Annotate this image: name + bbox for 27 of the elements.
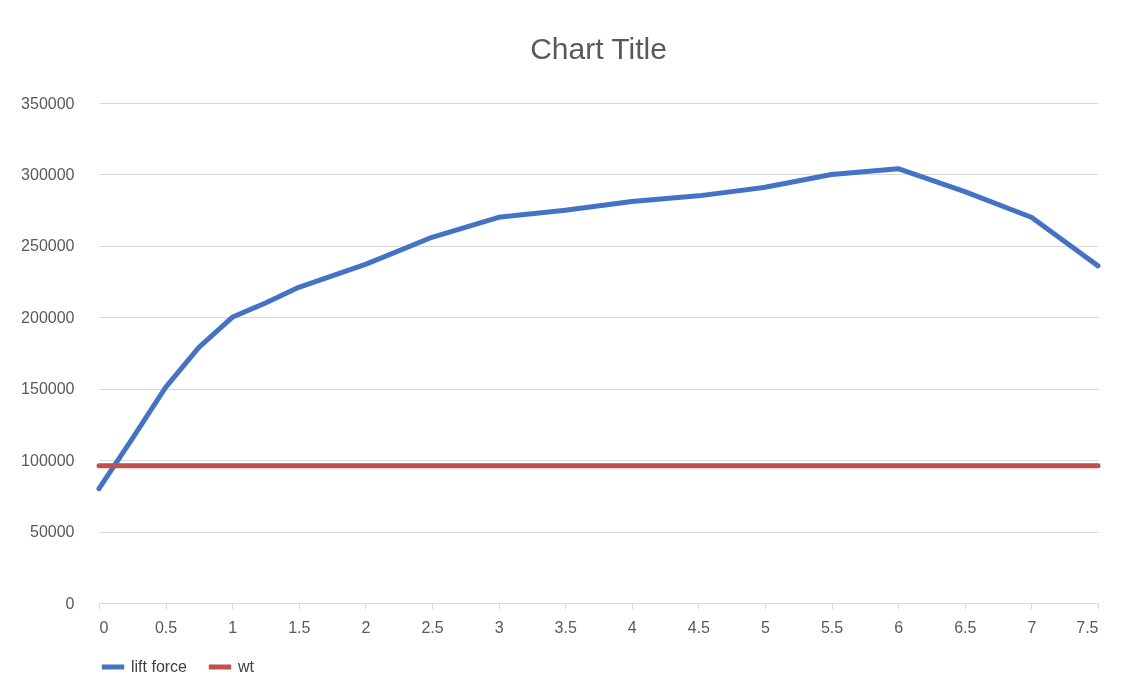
x-tick-label: 5 [761,618,771,636]
y-tick-label: 250000 [21,237,75,255]
x-tick-label: 7.5 [1076,618,1099,636]
y-tick-label: 300000 [21,165,75,183]
x-tick-label: 7 [1027,618,1037,636]
x-tick-label: 6 [894,618,904,636]
x-tick-label: 1.5 [288,618,311,636]
x-tick-label: 2.5 [421,618,444,636]
x-tick-label: 2 [361,618,371,636]
y-tick-label: 350000 [21,94,75,112]
y-tick-label: 200000 [21,308,75,326]
x-tick-label: 3 [494,618,504,636]
y-tick-label: 50000 [30,523,75,541]
x-tick-label: 0.5 [154,618,178,636]
chart-title: Chart Title [530,32,667,65]
y-tick-label: 150000 [21,380,75,398]
x-tick-label: 4.5 [687,618,711,636]
legend-label: wt [237,658,255,675]
x-tick-label: 3.5 [554,618,577,636]
x-tick-label: 6.5 [954,618,977,636]
y-tick-label: 100000 [21,451,75,469]
x-tick-label: 5.5 [820,618,844,636]
x-tick-label: 4 [627,618,637,636]
x-tick-label: 1 [228,618,238,636]
y-tick-label: 0 [65,594,75,612]
legend-label: lift force [131,658,188,675]
x-tick-label: 0 [99,618,109,636]
